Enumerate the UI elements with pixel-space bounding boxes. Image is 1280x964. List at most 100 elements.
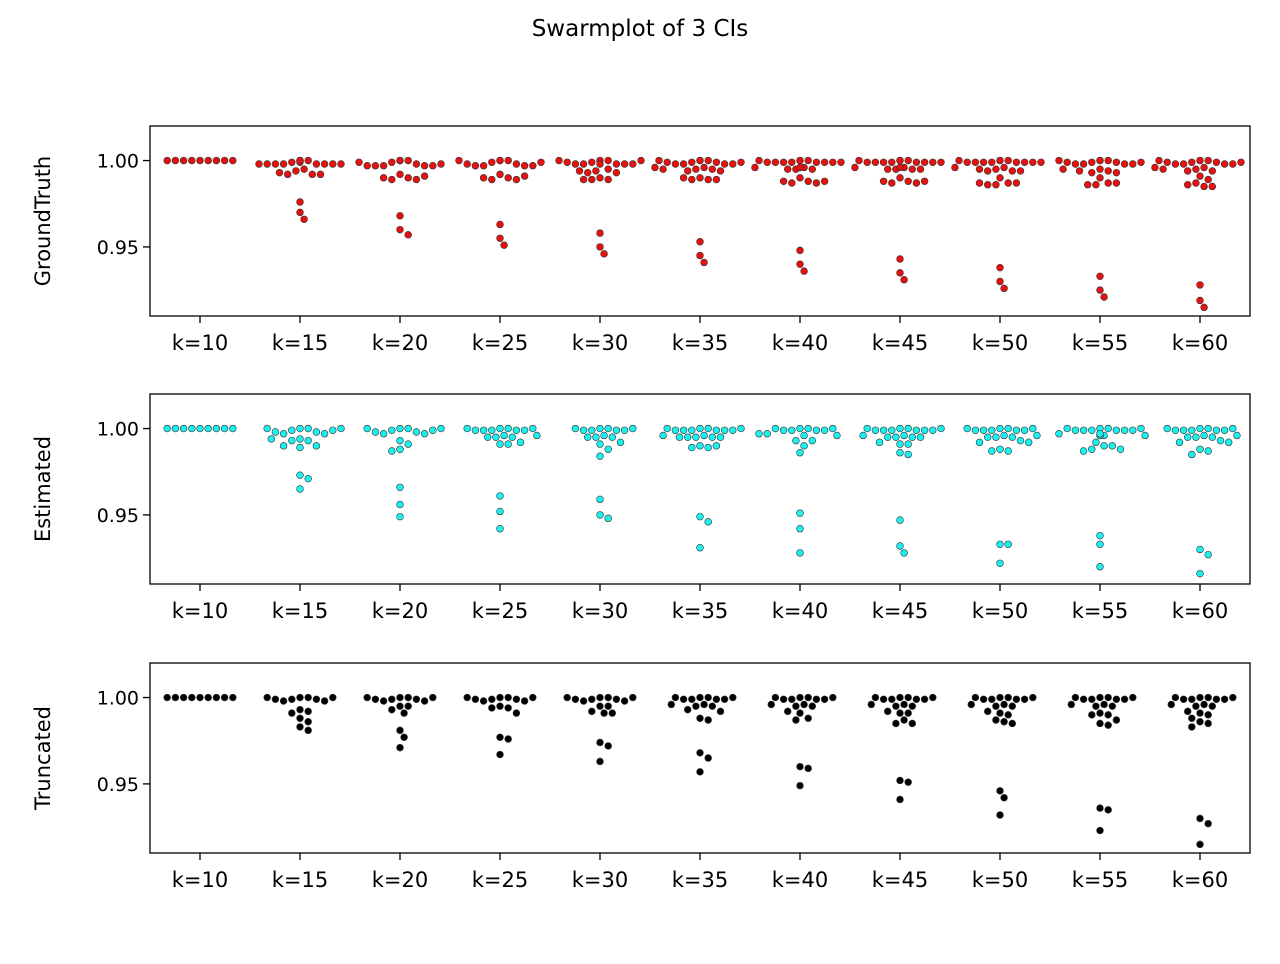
data-point <box>616 438 625 447</box>
data-point <box>329 426 337 434</box>
data-point <box>396 512 404 521</box>
data-point <box>1200 431 1208 440</box>
data-point <box>520 697 529 705</box>
data-point <box>704 175 712 184</box>
data-point <box>716 167 725 175</box>
data-point <box>1196 424 1204 433</box>
data-point <box>304 693 312 702</box>
data-point <box>1004 693 1012 702</box>
data-point <box>1200 700 1208 709</box>
data-point <box>496 702 504 710</box>
data-point <box>996 540 1004 548</box>
data-point <box>1208 182 1217 191</box>
data-point <box>1204 719 1212 728</box>
data-point <box>929 693 937 702</box>
data-point <box>720 695 729 703</box>
data-point <box>892 702 900 710</box>
data-point <box>1188 450 1196 459</box>
data-point <box>779 695 788 703</box>
data-point <box>996 156 1004 165</box>
data-point <box>1208 167 1217 175</box>
data-point <box>1112 179 1121 187</box>
data-point <box>337 160 345 168</box>
data-point <box>1079 695 1088 703</box>
data-point <box>1204 693 1212 702</box>
data-point <box>996 424 1004 433</box>
x-tick-label: k=40 <box>772 868 828 892</box>
data-point <box>1067 700 1076 709</box>
data-point <box>679 695 688 703</box>
data-point <box>979 426 988 434</box>
x-tick-label: k=50 <box>972 868 1028 892</box>
data-point <box>1092 181 1100 189</box>
y-tick-label: 1.00 <box>97 151 139 173</box>
data-point <box>971 693 980 702</box>
data-point <box>708 702 716 710</box>
data-point <box>1192 179 1200 187</box>
data-point <box>988 447 996 455</box>
data-point <box>1020 158 1029 166</box>
data-point <box>1179 426 1188 434</box>
data-point <box>700 258 708 267</box>
data-point <box>1200 303 1208 312</box>
data-point <box>879 695 888 703</box>
data-point <box>771 424 780 433</box>
data-point <box>1188 426 1196 434</box>
data-point <box>288 436 296 445</box>
data-point <box>1112 695 1121 703</box>
data-point <box>1116 445 1125 453</box>
data-point <box>896 542 904 550</box>
data-point <box>504 424 512 433</box>
data-point <box>979 158 988 166</box>
data-point <box>629 693 637 702</box>
data-point <box>388 695 396 703</box>
data-point <box>904 778 912 786</box>
data-point <box>1196 281 1204 289</box>
data-point <box>1229 424 1237 433</box>
data-point <box>396 500 404 509</box>
data-point <box>292 167 300 175</box>
data-point <box>1037 158 1045 166</box>
data-point <box>796 525 804 533</box>
data-point <box>859 431 867 440</box>
data-point <box>812 158 821 166</box>
data-point <box>829 693 837 702</box>
data-point <box>379 430 388 438</box>
x-tick-label: k=60 <box>1172 868 1228 892</box>
data-point <box>875 438 884 447</box>
data-point <box>296 471 304 479</box>
data-point <box>688 695 696 703</box>
data-point <box>363 162 371 170</box>
data-point <box>1059 165 1067 173</box>
data-point <box>920 158 929 166</box>
data-point <box>792 702 800 710</box>
data-point <box>808 165 816 173</box>
data-point <box>667 700 675 709</box>
x-tick-label: k=60 <box>1172 331 1228 355</box>
data-point <box>896 440 904 448</box>
data-point <box>1120 695 1129 703</box>
data-point <box>496 492 504 500</box>
data-point <box>912 695 921 703</box>
data-point <box>583 433 592 441</box>
data-point <box>712 442 721 450</box>
data-point <box>304 474 312 483</box>
x-tick-label: k=35 <box>672 331 728 355</box>
data-point <box>163 424 171 433</box>
data-point <box>900 700 908 709</box>
data-point <box>671 160 680 168</box>
data-point <box>796 246 804 255</box>
data-point <box>767 700 775 709</box>
data-point <box>1055 430 1063 438</box>
data-point <box>1204 424 1212 433</box>
data-point <box>371 695 380 703</box>
data-point <box>388 447 396 455</box>
x-tick-label: k=50 <box>972 331 1028 355</box>
data-point <box>504 735 512 743</box>
data-point <box>708 165 716 173</box>
data-point <box>1000 718 1008 726</box>
data-point <box>1088 445 1096 453</box>
data-point <box>688 426 696 434</box>
data-point <box>1112 168 1121 177</box>
